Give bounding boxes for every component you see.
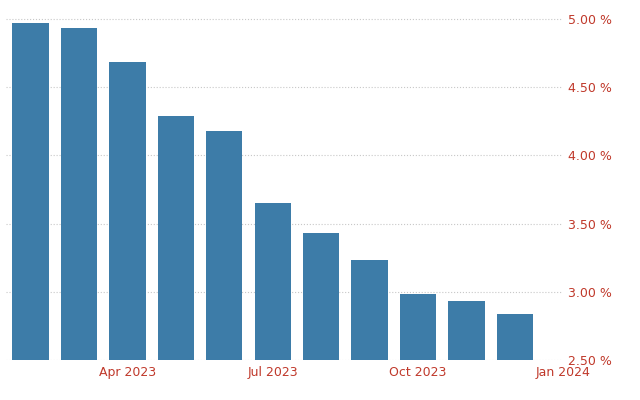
- Bar: [400, 294, 436, 400]
- Bar: [448, 301, 484, 400]
- Bar: [303, 233, 339, 400]
- Bar: [351, 260, 388, 400]
- Bar: [255, 203, 291, 400]
- Bar: [12, 23, 49, 400]
- Bar: [206, 131, 243, 400]
- Bar: [61, 28, 97, 400]
- Bar: [157, 116, 194, 400]
- Bar: [109, 62, 146, 400]
- Bar: [497, 314, 533, 400]
